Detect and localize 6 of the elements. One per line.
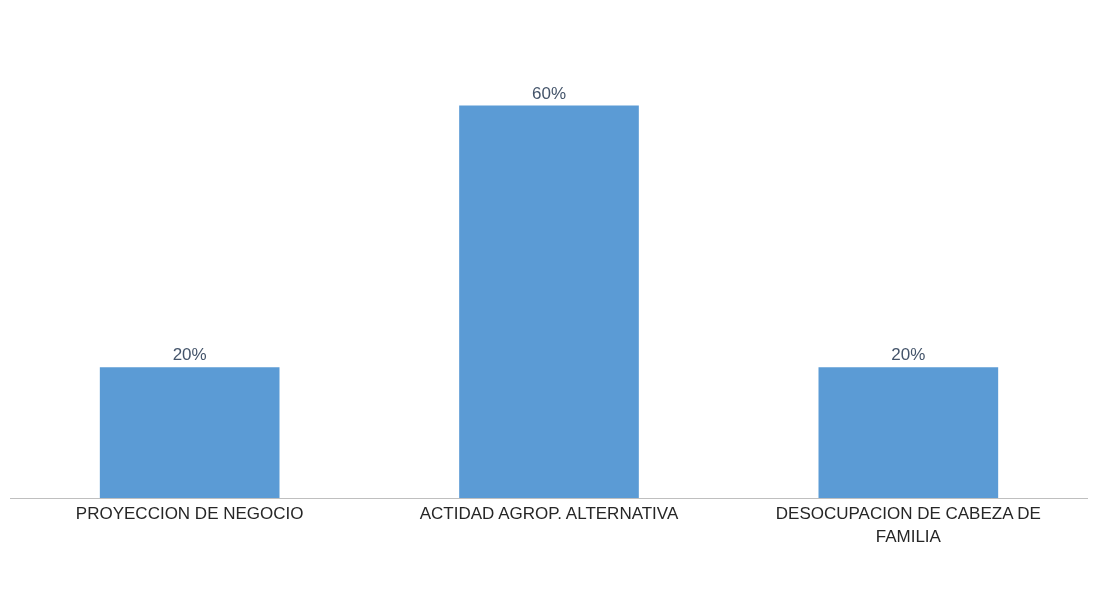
- data-label: 20%: [172, 345, 207, 365]
- x-tick-label: ACTIDAD AGROP. ALTERNATIVA: [419, 504, 679, 524]
- x-tick-label: DESOCUPACION DE CABEZA DE FAMILIA: [775, 504, 1041, 546]
- x-tick-label: PROYECCION DE NEGOCIO: [75, 504, 304, 524]
- data-label: 60%: [531, 83, 567, 103]
- data-label: 20%: [891, 345, 926, 365]
